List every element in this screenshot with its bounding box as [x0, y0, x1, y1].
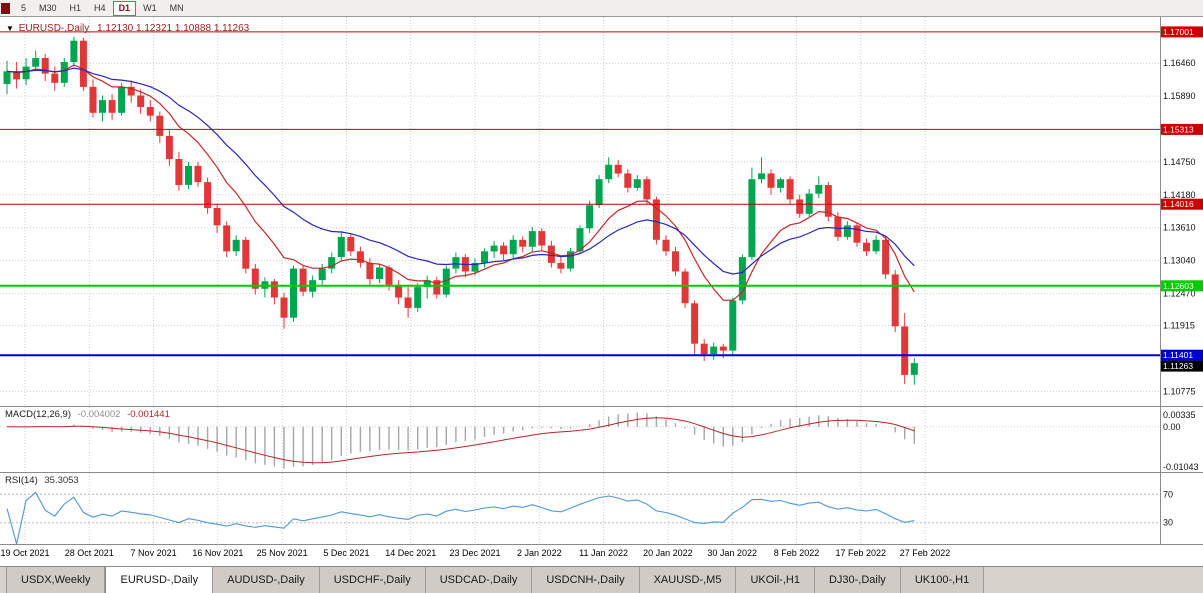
price-axis-label: 1.12470 [1163, 289, 1196, 299]
price-axis-label: 1.10775 [1163, 386, 1196, 396]
timeframe-m30[interactable]: M30 [39, 2, 57, 13]
date-label: 19 Oct 2021 [0, 548, 50, 558]
date-label: 25 Nov 2021 [256, 548, 308, 558]
date-label: 30 Jan 2022 [707, 548, 757, 558]
timeframe-toolbar: 5 M30 H1 H4 D1 W1 MN [0, 0, 1203, 17]
ma-fast-line [6, 64, 915, 301]
price-axis-label: 1.14180 [1163, 190, 1196, 200]
level-price-badge: 1.12603 [1161, 280, 1203, 292]
macd-main-value: -0.004002 [77, 409, 121, 420]
price-axis-label: 1.16460 [1163, 58, 1196, 68]
macd-axis-max: 0.00335 [1163, 410, 1196, 420]
date-label: 7 Nov 2021 [130, 548, 177, 558]
tab-usdchf-daily[interactable]: USDCHF-,Daily [319, 567, 426, 593]
date-label: 2 Jan 2022 [517, 548, 562, 558]
date-label: 5 Dec 2021 [323, 548, 370, 558]
timeframe-5[interactable]: 5 [21, 2, 27, 13]
macd-signal-line [6, 417, 915, 464]
timeframe-d1[interactable]: D1 [112, 0, 137, 16]
svg-text:1.15313: 1.15313 [1163, 124, 1194, 134]
svg-text:1.11263: 1.11263 [1163, 361, 1193, 371]
price-axis-label: 1.13040 [1163, 256, 1196, 266]
date-label: 11 Jan 2022 [579, 548, 629, 558]
date-label: 28 Oct 2021 [64, 548, 114, 558]
rsi-name: RSI(14) [5, 475, 38, 486]
macd-axis-zero: 0.00 [1163, 422, 1181, 432]
date-label: 17 Feb 2022 [835, 548, 887, 558]
candles [3, 36, 918, 385]
macd-axis-min: -0.01043 [1163, 462, 1199, 472]
date-label: 8 Feb 2022 [773, 548, 820, 558]
tab-ukoil-h1[interactable]: UKOil-,H1 [736, 567, 815, 593]
rsi-value: 35.3053 [44, 475, 79, 486]
timeframe-h1[interactable]: H1 [69, 2, 82, 13]
timeframe-w1[interactable]: W1 [143, 2, 157, 13]
ohlc-values: 1.12130 1.12321 1.10888 1.11263 [97, 23, 250, 34]
macd-histogram [15, 412, 915, 469]
tab-eurusd-daily[interactable]: EURUSD-,Daily [105, 567, 214, 593]
tab-usdcnh-daily[interactable]: USDCNH-,Daily [532, 567, 640, 593]
date-axis: 19 Oct 2021 28 Oct 2021 7 Nov 2021 16 Nov 2… [0, 546, 1160, 564]
rsi-indicator-label: RSI(14) 35.3053 [5, 475, 79, 486]
tab-stub [0, 567, 7, 593]
rsi-axis-label: 30 [1163, 518, 1173, 528]
timeframe-h4[interactable]: H4 [94, 2, 106, 13]
rsi-line [6, 491, 915, 545]
tab-dj30-daily[interactable]: DJ30-,Daily [814, 567, 901, 593]
collapse-triangle-icon[interactable]: ▼ [6, 24, 14, 33]
level-price-badge: 1.15313 [1161, 123, 1203, 135]
tab-uk100-h1[interactable]: UK100-,H1 [900, 567, 985, 593]
tab-xauusd-m5[interactable]: XAUUSD-,M5 [639, 567, 737, 593]
app-icon [1, 2, 10, 14]
timeframe-mn[interactable]: MN [169, 2, 184, 13]
chart-title: ▼ EURUSD-,Daily 1.12130 1.12321 1.10888 … [6, 23, 249, 34]
date-label: 23 Dec 2021 [449, 548, 501, 558]
level-price-badge: 1.11401 [1161, 349, 1203, 361]
svg-text:1.14016: 1.14016 [1163, 199, 1194, 209]
chart-tab-bar: USDX,Weekly EURUSD-,Daily AUDUSD-,Daily USD… [0, 566, 1203, 593]
macd-signal-value: -0.001441 [127, 409, 170, 420]
svg-text:1.12603: 1.12603 [1163, 281, 1194, 291]
price-axis-label: 1.11915 [1163, 321, 1195, 331]
date-label: 27 Feb 2022 [899, 548, 951, 558]
level-price-badge: 1.14016 [1161, 198, 1203, 210]
price-axis-label: 1.14750 [1163, 157, 1196, 167]
tab-usdcad-daily[interactable]: USDCAD-,Daily [425, 567, 533, 593]
date-label: 20 Jan 2022 [643, 548, 693, 558]
macd-name: MACD(12,26,9) [5, 409, 71, 420]
level-price-badge: 1.17001 [1161, 26, 1203, 38]
price-axis-label: 1.15890 [1163, 91, 1196, 101]
tab-audusd-daily[interactable]: AUDUSD-,Daily [213, 567, 320, 593]
macd-indicator-label: MACD(12,26,9) -0.004002 -0.001441 [5, 409, 170, 420]
current-price-badge: 1.11263 [1161, 360, 1203, 372]
rsi-axis-label: 70 [1163, 489, 1173, 499]
svg-text:1.11401: 1.11401 [1163, 350, 1193, 360]
ma-slow-line [6, 67, 915, 275]
timeframe-buttons: 5 M30 H1 H4 D1 W1 MN [15, 0, 191, 16]
svg-text:1.17001: 1.17001 [1163, 27, 1194, 37]
tab-usdx-weekly[interactable]: USDX,Weekly [7, 567, 106, 593]
symbol-period-label: EURUSD-,Daily [18, 23, 90, 34]
date-label: 16 Nov 2021 [192, 548, 244, 558]
date-label: 14 Dec 2021 [385, 548, 437, 558]
price-axis-label: 1.13610 [1163, 223, 1196, 233]
